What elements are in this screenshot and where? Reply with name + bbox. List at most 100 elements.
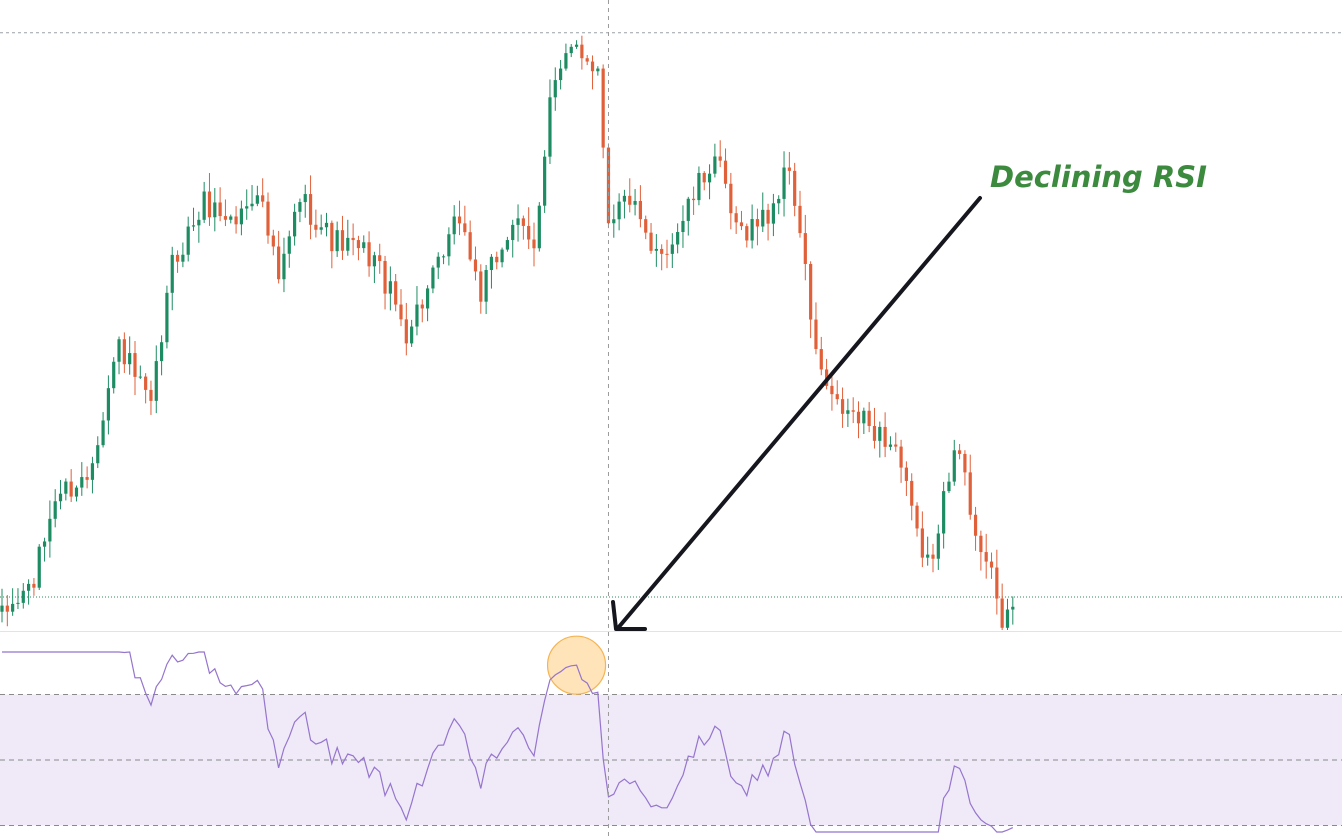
candle (910, 473, 914, 521)
candle (686, 196, 690, 236)
candle (803, 214, 807, 281)
candle (229, 214, 233, 224)
candle (958, 444, 962, 460)
candle (872, 407, 877, 449)
candle (809, 261, 813, 339)
candle (207, 173, 212, 226)
candle (734, 206, 738, 234)
candle (670, 233, 674, 269)
candle (122, 332, 126, 373)
candle (612, 204, 616, 238)
candle (915, 502, 919, 537)
candle (862, 407, 866, 434)
candle (825, 358, 829, 390)
candle (420, 299, 424, 323)
candle (947, 472, 951, 494)
candle (516, 204, 520, 242)
candle (888, 436, 893, 451)
candle (782, 151, 786, 217)
candle (255, 185, 259, 207)
candle (729, 172, 733, 230)
rsi-line (2, 651, 1014, 833)
candle (250, 185, 254, 211)
candle (74, 485, 79, 502)
candle (388, 266, 392, 311)
candle (367, 231, 371, 277)
candle (840, 387, 845, 428)
candle (899, 439, 903, 483)
candle (787, 151, 791, 185)
candle (69, 469, 73, 503)
candle (995, 549, 999, 615)
candle (878, 421, 882, 458)
candle (479, 264, 483, 314)
candle (569, 44, 573, 58)
candle (463, 205, 467, 236)
candle (713, 143, 717, 178)
candle (245, 189, 249, 220)
candle (681, 205, 685, 248)
candle (37, 544, 41, 590)
candle (702, 171, 706, 191)
candle (559, 60, 563, 90)
candle (628, 178, 632, 213)
candle (64, 478, 68, 501)
candle (378, 243, 382, 274)
candle (495, 251, 499, 270)
candle (117, 336, 121, 375)
candle (590, 55, 595, 90)
candle (851, 397, 855, 424)
candle (904, 461, 908, 496)
candle (80, 462, 84, 496)
candle (410, 319, 414, 347)
candle (53, 489, 57, 528)
candle (723, 148, 728, 189)
candle (638, 185, 642, 228)
candle (697, 166, 701, 206)
candle (564, 43, 568, 71)
candle (830, 371, 834, 411)
candle (649, 223, 653, 254)
candle (218, 187, 222, 222)
candle (330, 220, 334, 269)
candle (144, 373, 148, 404)
candle (473, 246, 478, 281)
candle (777, 195, 781, 215)
candle (170, 246, 174, 311)
candle (692, 186, 696, 215)
candle (149, 380, 153, 415)
candle (181, 242, 185, 268)
candle (979, 530, 983, 571)
candle (766, 203, 770, 241)
candle (952, 439, 956, 486)
candle (532, 222, 536, 267)
candle (973, 506, 978, 551)
candle (755, 208, 760, 246)
candle (426, 285, 430, 322)
candle (926, 536, 930, 566)
candle (739, 210, 744, 231)
candle (298, 198, 302, 223)
arrow-shaft (616, 196, 982, 630)
candle (271, 229, 275, 256)
candle (362, 235, 366, 253)
annotation-text: Declining RSI (990, 160, 1207, 194)
candle (308, 175, 313, 240)
candle (452, 205, 456, 245)
candle (447, 227, 451, 266)
candle (399, 289, 403, 327)
candle (622, 189, 627, 219)
candle (633, 189, 637, 216)
candle (202, 181, 206, 223)
candle (707, 164, 712, 200)
candle (745, 223, 749, 248)
candle (415, 286, 419, 336)
candle (266, 192, 270, 244)
candle (340, 215, 345, 260)
candle (191, 207, 196, 232)
candle (58, 479, 63, 510)
candle (197, 211, 201, 243)
candle (319, 214, 323, 235)
candle (351, 223, 355, 256)
